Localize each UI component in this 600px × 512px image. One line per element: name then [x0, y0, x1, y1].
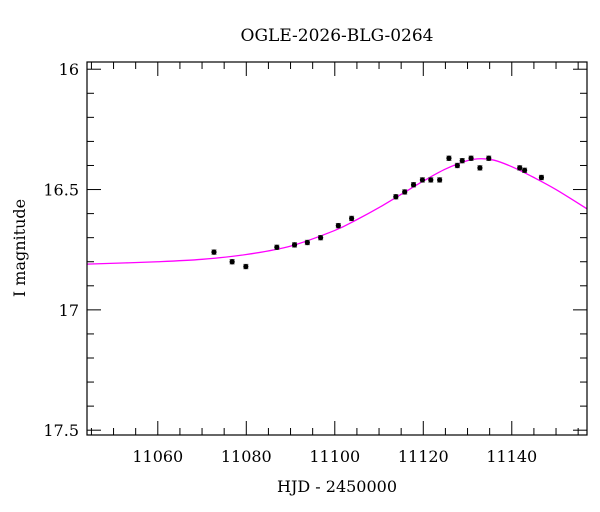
data-point-marker: [410, 182, 417, 188]
data-point: [274, 244, 280, 250]
data-point-marker: [428, 177, 434, 183]
data-point-marker: [304, 239, 310, 246]
data-point-marker: [229, 259, 235, 265]
data-point: [468, 155, 474, 161]
x-tick-label: 11060: [132, 447, 183, 466]
y-tick-label: 17: [59, 301, 79, 320]
data-point: [517, 165, 523, 171]
data-point-marker: [402, 189, 408, 195]
data-points-group: [211, 155, 545, 270]
x-tick-label: 11140: [486, 447, 537, 466]
data-point-marker: [211, 249, 217, 255]
data-point-marker: [454, 162, 460, 169]
data-point: [318, 235, 324, 241]
data-point: [229, 259, 235, 265]
x-tick-label: 11100: [309, 447, 360, 466]
data-point: [402, 189, 408, 195]
data-point-marker: [437, 177, 443, 183]
data-point-marker: [522, 167, 528, 173]
data-point-marker: [274, 244, 280, 250]
data-point: [477, 165, 483, 171]
plot-frame: [86, 61, 588, 436]
y-tick-label: 16.5: [43, 181, 79, 200]
data-point: [446, 155, 452, 161]
data-point-marker: [335, 223, 341, 229]
data-point-marker: [446, 155, 452, 161]
data-point-marker: [419, 177, 425, 183]
data-point: [349, 215, 355, 222]
data-point-marker: [349, 215, 355, 222]
y-tick-label: 17.5: [43, 421, 79, 440]
data-point-marker: [538, 174, 545, 181]
data-point: [459, 157, 465, 164]
x-axis-label: HJD - 2450000: [277, 477, 397, 496]
data-point: [486, 155, 492, 161]
data-point: [454, 162, 460, 169]
data-point-marker: [243, 263, 249, 270]
data-point: [291, 242, 298, 248]
data-point-marker: [459, 158, 465, 164]
data-point: [428, 177, 434, 183]
data-point: [211, 249, 217, 255]
axis-ticks: [87, 62, 587, 435]
data-point: [437, 177, 443, 183]
model-curve: [87, 158, 587, 265]
y-tick-label: 16: [59, 60, 79, 79]
data-point-marker: [393, 194, 399, 200]
data-point: [522, 167, 528, 173]
data-point: [243, 263, 249, 270]
data-point-marker: [517, 165, 523, 171]
data-point-marker: [486, 155, 492, 161]
data-point: [393, 194, 399, 200]
x-tick-label: 11120: [398, 447, 449, 466]
data-point: [410, 182, 417, 188]
data-point-marker: [477, 165, 483, 171]
tick-labels: 11060 11080 11100 11120 11140 16 16.5 17 17.5: [43, 60, 537, 466]
data-point: [304, 239, 310, 246]
model-curve-group: [87, 158, 587, 265]
data-point: [538, 174, 545, 181]
data-point-marker: [291, 242, 298, 248]
data-point-marker: [468, 155, 474, 161]
data-point: [419, 177, 425, 183]
x-tick-label: 11080: [221, 447, 272, 466]
chart-title: OGLE-2026-BLG-0264: [241, 26, 434, 46]
data-point-marker: [318, 235, 324, 241]
y-axis-label: I magnitude: [10, 199, 29, 297]
data-point: [335, 222, 341, 229]
